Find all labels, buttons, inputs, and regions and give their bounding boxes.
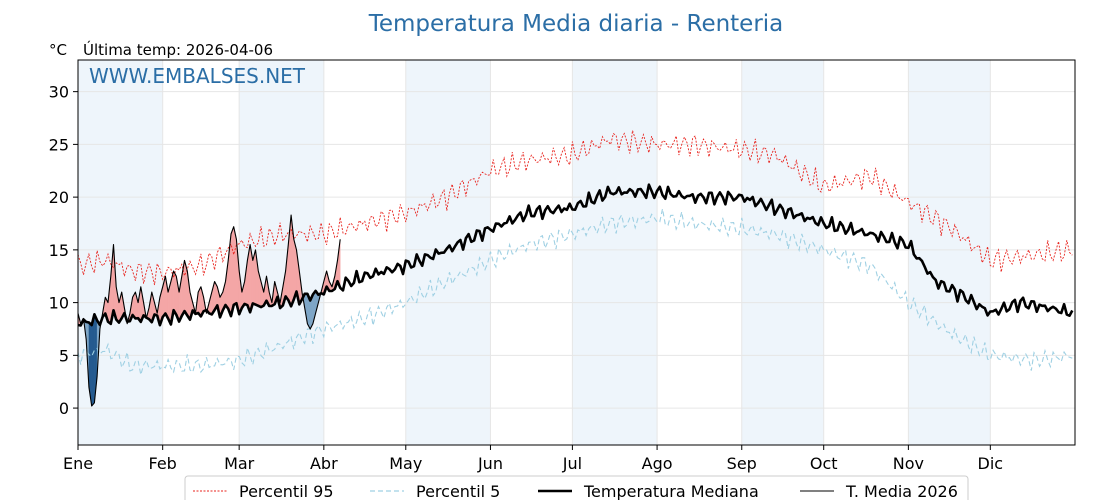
y-tick-label-10: 10 — [49, 294, 69, 313]
percentil-5-line — [77, 208, 1073, 375]
y-tick-label-0: 0 — [59, 399, 69, 418]
x-tick-label-jun: Jun — [477, 454, 503, 473]
month-bands — [78, 60, 991, 445]
x-tick-label-mar: Mar — [224, 454, 255, 473]
x-tick-label-nov: Nov — [893, 454, 924, 473]
y-axis: 0 5 10 15 20 25 30 — [49, 83, 78, 418]
plot-frame — [77, 59, 1076, 446]
percentil-95-line — [77, 130, 1073, 286]
legend-label-median: Temperatura Mediana — [583, 482, 759, 500]
current-year-line — [77, 214, 341, 407]
median-line — [77, 183, 1074, 327]
legend-box — [184, 475, 969, 500]
legend-label-current: T. Media 2026 — [845, 482, 958, 500]
month-band-nov — [908, 60, 991, 445]
y-tick-label-5: 5 — [59, 346, 69, 365]
y-tick-label-25: 25 — [49, 135, 69, 154]
anomaly-fill-5 — [91, 314, 95, 407]
last-temp-label: Última temp: 2026-04-06 — [83, 40, 273, 59]
month-band-jul — [572, 60, 658, 445]
x-tick-label-oct: Oct — [810, 454, 838, 473]
legend-label-p5: Percentil 5 — [416, 482, 500, 500]
month-band-may — [405, 60, 491, 445]
y-tick-label-30: 30 — [49, 83, 69, 102]
month-band-sep — [741, 60, 824, 445]
x-tick-label-dic: Dic — [978, 454, 1004, 473]
chart-title: Temperatura Media diaria - Renteria — [368, 11, 784, 37]
y-tick-label-15: 15 — [49, 241, 69, 260]
x-tick-label-abr: Abr — [310, 454, 338, 473]
x-tick-label-ene: Ene — [63, 454, 93, 473]
anomaly-fill-56 — [230, 226, 234, 317]
x-tick-label-ago: Ago — [642, 454, 673, 473]
x-tick-label-may: May — [389, 454, 422, 473]
watermark: WWW.EMBALSES.NET — [89, 64, 306, 88]
x-tick-label-jul: Jul — [562, 454, 582, 473]
unit-label: °C — [49, 41, 67, 59]
month-band-mar — [239, 60, 324, 445]
legend: Percentil 95 Percentil 5 Temperatura Med… — [184, 475, 969, 500]
legend-label-p95: Percentil 95 — [239, 482, 334, 500]
x-tick-label-sep: Sep — [727, 454, 757, 473]
x-tick-label-feb: Feb — [149, 454, 177, 473]
anomaly-fill-35 — [173, 270, 177, 316]
x-axis: Ene Feb Mar Abr May Jun Jul Ago Sep Oct Nov Dic — [63, 445, 1003, 473]
y-tick-label-20: 20 — [49, 188, 69, 207]
